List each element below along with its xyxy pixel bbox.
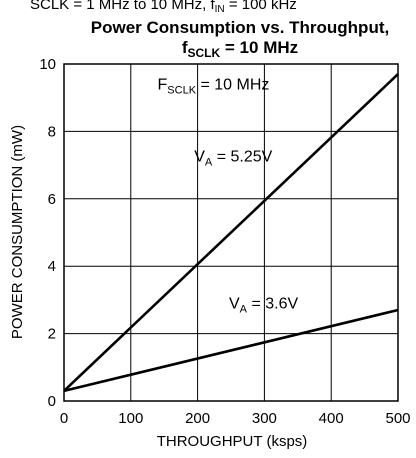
grid [63,63,399,402]
y-tick-label: 10 [39,56,56,73]
partial-header-sub: IN [215,4,225,15]
x-tick-label: 100 [118,410,143,427]
series [63,73,399,393]
x-tick-label: 500 [385,410,410,427]
series-line-2 [63,308,399,393]
chart-title-line2: fSCLK = 10 MHz [182,38,298,60]
annotation-1: FSCLK = 10 MHz [158,76,270,96]
y-axis-label: POWER CONSUMPTION (mW) [9,125,26,339]
partial-header: SCLK = 1 MHz to 10 MHz, fIN = 100 kHz [30,0,297,15]
chart-title-line2-sub: SCLK [188,46,221,60]
x-tick-label: 0 [60,410,68,427]
annotation-2: VA = 5.25V [194,149,272,169]
plot-frame [63,63,399,402]
annotations: FSCLK = 10 MHz VA = 5.25V VA = 3.6V [158,76,299,315]
chart-title-line1: Power Consumption vs. Throughput, [91,18,389,37]
x-tick-label: 400 [319,410,344,427]
y-tick-label: 6 [48,191,56,208]
y-tick-label: 2 [48,326,56,343]
y-tick-label: 4 [48,258,56,275]
y-tick-label: 8 [48,123,56,140]
series-line-1 [63,73,399,392]
chart-title-line2-main: f [182,38,188,57]
partial-header-main: SCLK = 1 MHz to 10 MHz, f [30,0,215,13]
y-tick-label: 0 [48,393,56,410]
x-tick-label: 200 [185,410,210,427]
x-axis-label: THROUGHPUT (ksps) [157,433,308,450]
x-tick-label: 300 [252,410,277,427]
annotation-3: VA = 3.6V [229,295,298,315]
partial-header-tail: = 100 kHz [225,0,297,13]
tick-labels: 0 100 200 300 400 500 0 2 4 6 8 10 [39,56,410,427]
chart-title-line2-tail: = 10 MHz [220,38,298,57]
